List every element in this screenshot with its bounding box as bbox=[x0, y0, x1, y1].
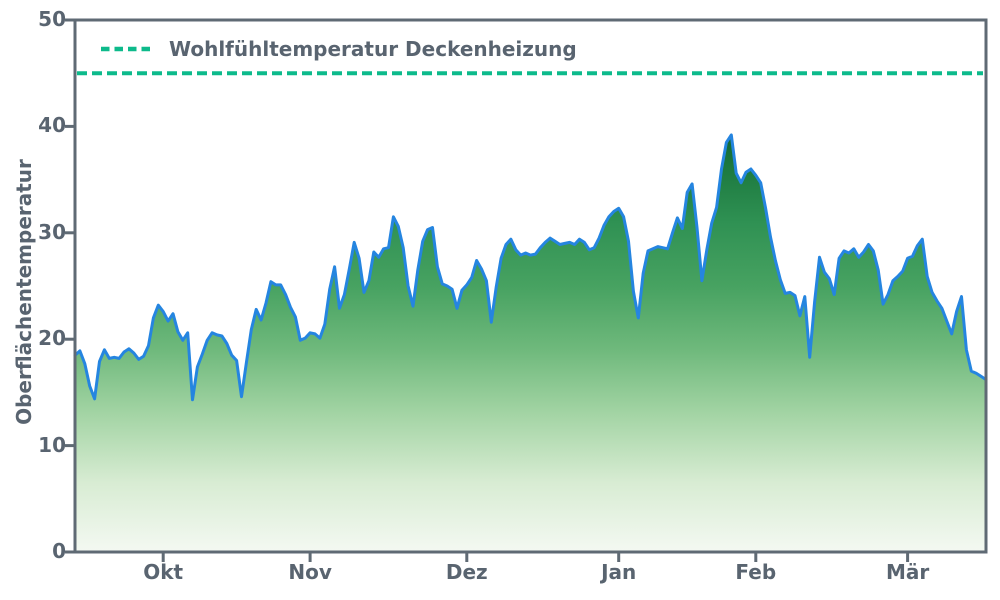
x-tick-label-mär: Mär bbox=[885, 560, 930, 584]
y-tick-label-10: 10 bbox=[38, 432, 66, 457]
temperature-area bbox=[75, 134, 986, 552]
y-tick-label-0: 0 bbox=[52, 539, 66, 563]
x-tick-label-nov: Nov bbox=[288, 560, 332, 584]
y-tick-label-30: 30 bbox=[38, 219, 66, 244]
x-tick-label-jan: Jan bbox=[601, 560, 637, 584]
x-tick-label-dez: Dez bbox=[445, 560, 488, 584]
legend-label: Wohlfühltemperatur Deckenheizung bbox=[169, 37, 577, 61]
y-tick-label-50: 50 bbox=[38, 7, 66, 31]
legend-dash-sample-icon bbox=[101, 46, 153, 52]
x-tick-label-okt: Okt bbox=[143, 560, 184, 584]
legend: Wohlfühltemperatur Deckenheizung bbox=[99, 36, 577, 62]
y-axis-label: Oberflächentemperatur bbox=[12, 159, 36, 425]
y-tick-label-20: 20 bbox=[38, 326, 66, 351]
y-tick-label-40: 40 bbox=[38, 113, 66, 138]
plot-frame bbox=[73, 18, 988, 554]
axis-tick-marks bbox=[65, 18, 910, 562]
temperature-line bbox=[73, 133, 988, 402]
x-tick-label-feb: Feb bbox=[735, 560, 777, 584]
